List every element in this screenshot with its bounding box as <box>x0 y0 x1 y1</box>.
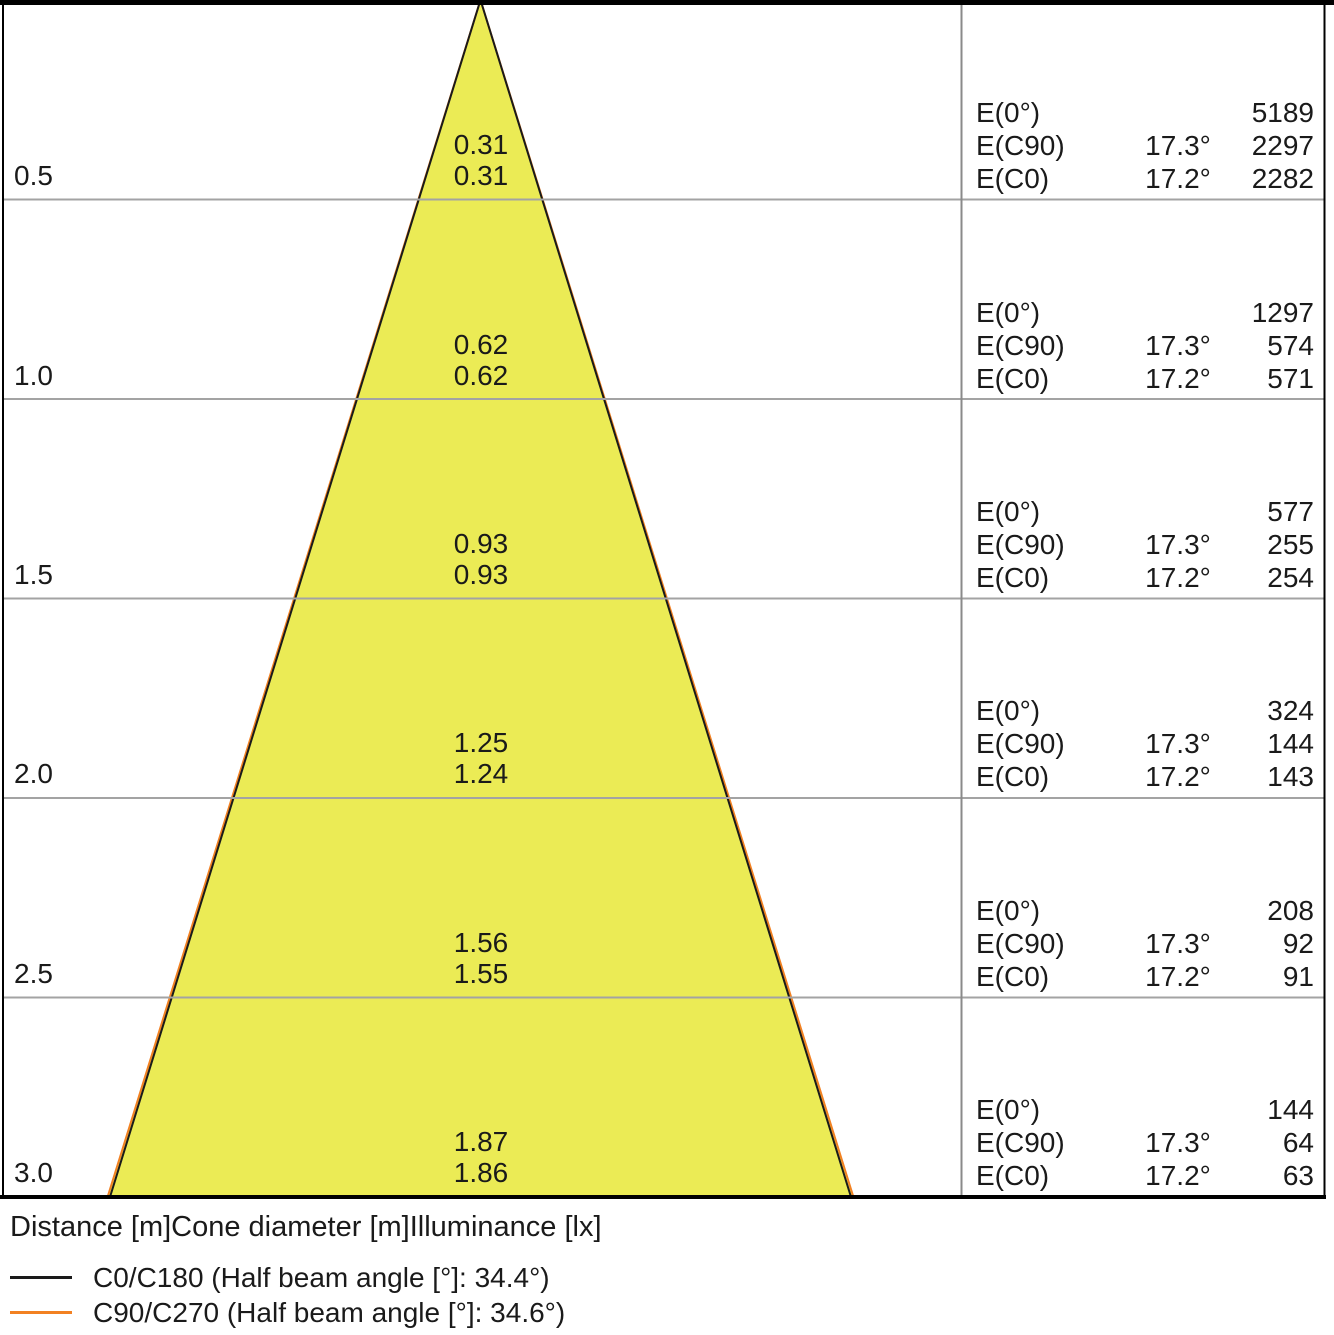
distance-gridlines <box>3 198 1324 999</box>
cone-diameter-caption: Cone diameter [m] <box>171 1211 410 1243</box>
c90-c270-line-swatch <box>10 1311 72 1314</box>
light-cone-svg <box>0 0 1334 1199</box>
legend-item-c90-c270: C90/C270 (Half beam angle [°]: 34.6°) <box>10 1295 565 1330</box>
c0-c180-line-swatch <box>10 1276 72 1279</box>
legend-label: C90/C270 (Half beam angle [°]: 34.6°) <box>93 1296 566 1328</box>
distance-caption: Distance [m] <box>10 1211 172 1243</box>
legend-label: C0/C180 (Half beam angle [°]: 34.4°) <box>93 1261 550 1293</box>
cone-diagram: 0.5 1.0 1.5 2.0 2.5 3.0 0.31 0.31 0.62 0.6… <box>0 0 1334 1199</box>
chart-border <box>0 0 1334 1199</box>
legend-item-c0-c180: C0/C180 (Half beam angle [°]: 34.4°) <box>10 1260 565 1295</box>
legend: C0/C180 (Half beam angle [°]: 34.4°) C90… <box>10 1260 565 1330</box>
illuminance-caption: Illuminance [lx] <box>409 1211 602 1243</box>
axis-captions: Distance [m]Cone diameter [m]Illuminance… <box>10 1210 602 1244</box>
